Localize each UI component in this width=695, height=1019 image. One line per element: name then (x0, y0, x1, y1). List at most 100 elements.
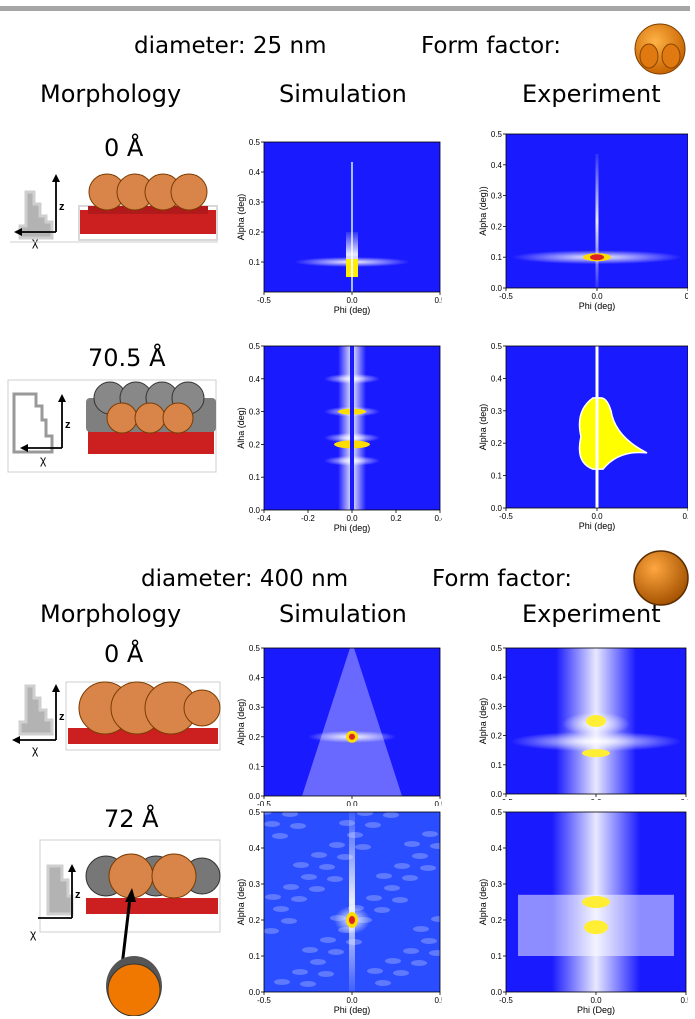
x-axis-label: Phi (Deg) (577, 1005, 615, 1015)
truncated-sphere-icon (634, 23, 686, 75)
thickness-label-row2: 70.5 Å (88, 344, 166, 372)
y-tick-label: 0.5 (491, 644, 503, 653)
experiment-plot-400nm-72A: 0.00.10.20.30.40.5-0.50.00.5Phi (Deg)Alp… (476, 806, 688, 1018)
header-morphology-1: Morphology (40, 80, 182, 108)
y-tick-label: 0.0 (491, 790, 503, 799)
y-axis-label: Alpha (deg) (236, 699, 246, 746)
header-simulation-1: Simulation (279, 80, 407, 108)
y-tick-label: 0.1 (491, 761, 503, 770)
morph-z-label-2: z (65, 419, 71, 431)
x-tick-label: -0.5 (257, 800, 271, 806)
x-axis-label: Phi (deg) (334, 523, 371, 533)
y-axis-label: Alpha (deg) (236, 879, 246, 926)
y-axis-label: Alha (deg) (236, 407, 246, 449)
y-tick-label: 0.0 (249, 506, 261, 515)
x-tick-label: 0.5 (434, 996, 442, 1005)
y-tick-label: 0.3 (249, 408, 261, 417)
x-tick-label: -0.5 (499, 292, 513, 301)
x-tick-label: 0.0 (591, 512, 603, 521)
form-factor-label-1: Form factor: (421, 33, 561, 59)
morph-chi-label-3: χ (32, 743, 39, 757)
y-tick-label: 0.4 (249, 844, 261, 853)
y-tick-label: 0.4 (249, 674, 261, 683)
x-tick-label: 0. (685, 292, 688, 301)
y-axis-label: Alpha (deg) (478, 698, 488, 745)
y-axis-label: Alpha (deg) (478, 879, 488, 926)
y-tick-label: 0.5 (249, 138, 261, 147)
y-tick-label: 0.3 (491, 702, 503, 711)
x-tick-label: 0.2 (390, 514, 402, 523)
y-tick-label: 0.3 (249, 880, 261, 889)
y-tick-label: 0.4 (491, 844, 503, 853)
x-tick-label: 0.0 (346, 514, 358, 523)
y-tick-label: 0.1 (249, 473, 261, 482)
y-tick-label: 0.4 (491, 161, 503, 170)
form-factor-label-2: Form factor: (432, 566, 572, 592)
x-tick-label: 0.5 (680, 798, 688, 800)
y-tick-label: 0.1 (491, 253, 503, 262)
y-tick-label: 0.1 (249, 952, 261, 961)
x-tick-label: -0.5 (257, 996, 271, 1005)
y-tick-label: 0.4 (491, 673, 503, 682)
thickness-label-row4: 72 Å (104, 805, 159, 833)
x-tick-label: 0.5 (434, 296, 442, 305)
y-tick-label: 0.0 (491, 504, 503, 513)
y-tick-label: 0.2 (491, 439, 503, 448)
y-tick-label: 0.1 (249, 258, 261, 267)
morph-chi-label-2: χ (40, 453, 47, 467)
y-tick-label: 0.1 (491, 472, 503, 481)
header-morphology-2: Morphology (40, 600, 182, 628)
y-tick-label: 0.4 (249, 375, 261, 384)
x-axis-label: Phi (deg) (579, 521, 616, 531)
x-axis-label: Phi (deg) (579, 301, 616, 311)
x-tick-label: -0.5 (499, 798, 513, 800)
y-axis-label: Alpha (deg)) (478, 186, 488, 236)
simulation-plot-25nm-70A: 0.0 0.1 0.2 0.3 0.4 0.5 -0.4 -0.2 0.0 0.2 0.4 Phi (… (232, 340, 442, 540)
thickness-label-row1: 0 Å (104, 134, 144, 162)
x-tick-label: 0.5 (682, 512, 688, 521)
x-tick-label: 0.5 (680, 996, 688, 1005)
experiment-plot-25nm-0A: 0.00.10.20.30.40.5-0.50.00.Phi (deg)Alph… (476, 126, 688, 318)
y-tick-label: 0.5 (249, 342, 261, 351)
morphology-sketch-row3: z χ (12, 681, 221, 757)
x-tick-label: 0.0 (346, 800, 358, 806)
simulation-plot-400nm-72A: 0.00.10.20.30.40.5-0.50.00.5Phi (deg)Alp… (232, 806, 442, 1018)
morphology-sketch-row1: z χ (10, 173, 218, 249)
simulation-plot-25nm-0A: 0.1 0.2 0.3 0.4 0.5 -0.5 0.0 0.5 Phi (deg) Alpha … (232, 134, 442, 318)
y-tick-label: 0.2 (249, 440, 261, 449)
y-tick-label: 0.2 (491, 732, 503, 741)
x-tick-label: -0.5 (257, 296, 271, 305)
y-tick-label: 0.1 (249, 762, 261, 771)
y-tick-label: 0.2 (249, 228, 261, 237)
x-tick-label: 0.0 (590, 996, 602, 1005)
x-tick-label: 0.4 (434, 514, 442, 523)
y-axis-label: Alpha (deg) (236, 194, 246, 241)
diameter-label-400nm: diameter: 400 nm (141, 566, 349, 592)
full-sphere-icon (633, 550, 689, 606)
x-tick-label: 0.5 (434, 800, 442, 806)
experiment-plot-400nm-0A: 0.00.10.20.30.40.5-0.50.00.5Phi (Deg)Alp… (476, 640, 688, 800)
y-tick-label: 0.5 (249, 808, 261, 817)
y-tick-label: 0.5 (249, 644, 261, 653)
y-tick-label: 0.4 (491, 374, 503, 383)
y-tick-label: 0.0 (491, 284, 503, 293)
x-tick-label: 0.0 (346, 296, 358, 305)
header-simulation-2: Simulation (279, 600, 407, 628)
x-tick-label: 0.0 (590, 798, 602, 800)
y-tick-label: 0.0 (491, 988, 503, 997)
y-tick-label: 0.3 (491, 407, 503, 416)
y-tick-label: 0.4 (249, 168, 261, 177)
morph-z-label-3: z (59, 711, 65, 723)
morphology-sketch-row2: z χ (7, 379, 217, 473)
morph-z-label-4: z (75, 889, 81, 901)
y-tick-label: 0.0 (249, 988, 261, 997)
y-tick-label: 0.2 (491, 916, 503, 925)
x-tick-label: -0.2 (301, 514, 315, 523)
y-tick-label: 0.3 (249, 198, 261, 207)
y-tick-label: 0.1 (491, 952, 503, 961)
y-tick-label: 0.2 (491, 222, 503, 231)
morph-z-label-1: z (59, 201, 65, 213)
y-tick-label: 0.2 (249, 733, 261, 742)
header-experiment-1: Experiment (522, 80, 661, 108)
y-tick-label: 0.5 (491, 808, 503, 817)
